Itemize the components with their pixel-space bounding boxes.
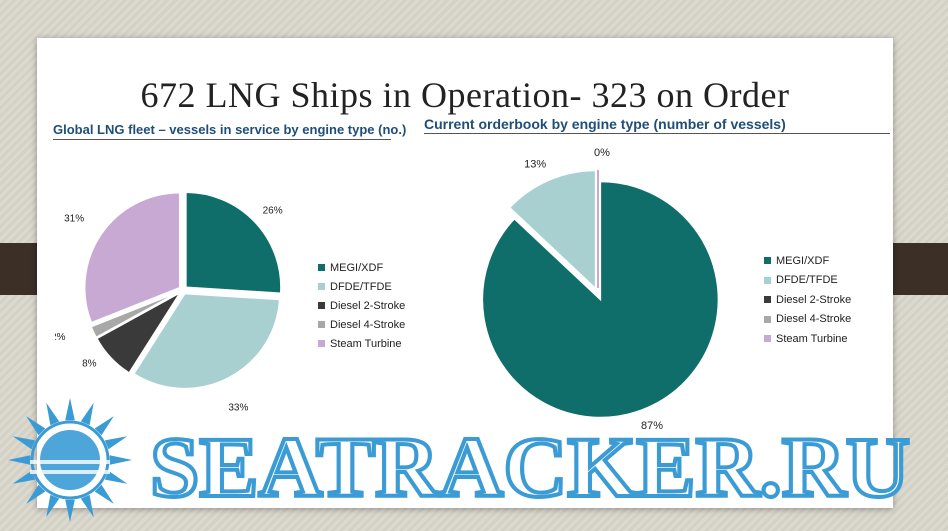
sun-logo-icon <box>8 398 132 522</box>
legend-swatch <box>764 296 771 304</box>
legend-swatch <box>318 340 325 347</box>
legend-label: Diesel 2-Stroke <box>330 299 406 312</box>
legend-item: MEGI/XDF <box>318 258 405 277</box>
data-label-megi-xdf: 87% <box>641 420 663 430</box>
legend-label: Diesel 4-Stroke <box>776 313 852 326</box>
sun-ray <box>94 484 114 504</box>
sun-ray <box>8 455 31 465</box>
sun-ray <box>109 455 132 465</box>
sun-ray <box>12 470 36 484</box>
legend-item: DFDE/TFDE <box>764 271 851 291</box>
legend-label: DFDE/TFDE <box>330 280 392 293</box>
sun-ray <box>80 402 94 426</box>
legend-item: MEGI/XDF <box>764 251 851 271</box>
sun-ray <box>46 494 60 518</box>
legend-label: Steam Turbine <box>776 332 848 345</box>
left-legend: MEGI/XDF DFDE/TFDE Diesel 2-Stroke Diesel 4… <box>318 258 405 353</box>
slide-title: 672 LNG Ships in Operation- 323 on Order <box>140 75 790 115</box>
legend-item: Diesel 2-Stroke <box>318 296 405 315</box>
sun-ray <box>65 398 75 421</box>
legend-swatch <box>764 276 771 284</box>
legend-label: MEGI/XDF <box>330 261 384 274</box>
right-tab-decoration <box>893 243 948 295</box>
legend-label: Diesel 2-Stroke <box>776 293 852 306</box>
pie-slice-diesel-4-stroke <box>90 291 180 339</box>
right-chart-title: Current orderbook by engine type (number… <box>424 116 890 134</box>
right-legend: MEGI/XDF DFDE/TFDE Diesel 2-Stroke Diesel 4… <box>764 251 851 349</box>
legend-swatch <box>764 335 771 343</box>
sun-ray <box>65 499 75 522</box>
data-label-steam-turbine: 31% <box>64 213 84 224</box>
right-pie-chart: 87% 13% 0% <box>481 147 720 430</box>
legend-item: Steam Turbine <box>764 329 851 349</box>
legend-swatch <box>318 321 325 328</box>
sun-ray <box>26 484 46 504</box>
sun-ray <box>80 494 94 518</box>
watermark-text: SEATRACKER.RU <box>150 419 910 515</box>
pie-slice-megi-xdf <box>481 180 720 419</box>
sun-ray <box>104 470 128 484</box>
legend-label: Steam Turbine <box>330 337 402 350</box>
data-label-diesel-4-stroke: 2% <box>55 332 66 343</box>
pie-slice-dfde-tfde <box>132 292 281 390</box>
data-label-diesel-2-stroke: 8% <box>82 359 97 370</box>
legend-label: DFDE/TFDE <box>776 274 838 287</box>
legend-item: Diesel 4-Stroke <box>318 315 405 334</box>
sun-ray <box>104 436 128 450</box>
sun-ray <box>94 416 114 436</box>
pie-slice-megi-xdf <box>185 191 282 295</box>
legend-swatch <box>318 264 325 271</box>
legend-item: DFDE/TFDE <box>318 277 405 296</box>
data-label-diesel-4-stroke: 0% <box>594 147 610 159</box>
sun-ray <box>26 416 46 436</box>
legend-label: MEGI/XDF <box>776 254 830 267</box>
data-label-megi-xdf: 26% <box>263 205 283 216</box>
legend-item: Diesel 4-Stroke <box>764 310 851 330</box>
legend-swatch <box>764 257 771 265</box>
legend-swatch <box>318 283 325 290</box>
legend-swatch <box>318 302 325 309</box>
sun-ray <box>46 402 60 426</box>
legend-label: Diesel 4-Stroke <box>330 318 406 331</box>
left-pie-chart: 26% 33% 8% 2% 31% <box>55 191 283 414</box>
pie-slice-dfde-tfde <box>508 169 597 291</box>
legend-item: Steam Turbine <box>318 334 405 353</box>
pie-slice-steam-turbine <box>84 192 181 324</box>
legend-swatch <box>764 315 771 323</box>
pie-slice-diesel-2-stroke <box>95 292 181 374</box>
left-chart-title: Global LNG fleet – vessels in service by… <box>53 122 406 140</box>
sun-ray <box>12 436 36 450</box>
watermark: SEATRACKER.RU <box>8 398 912 522</box>
data-label-dfde-tfde: 33% <box>228 403 248 414</box>
data-label-dfde-tfde: 13% <box>524 158 546 170</box>
legend-item: Diesel 2-Stroke <box>764 290 851 310</box>
